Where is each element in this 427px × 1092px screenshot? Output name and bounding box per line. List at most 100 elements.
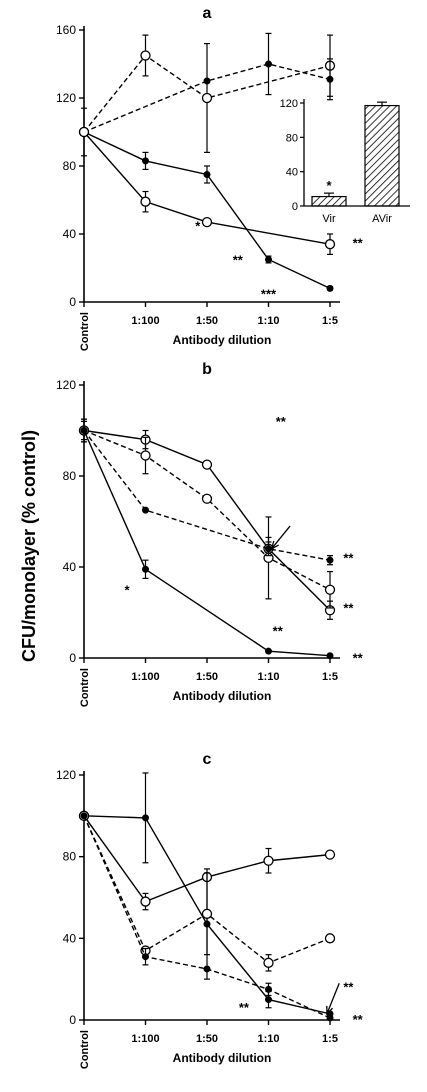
panel-b: 0 40 80 120 Control 1:100 1:50 1:10 1:5 Antibody …: [56, 361, 364, 707]
x-tick-label: 1:10: [257, 315, 279, 327]
x-tick-label: Control: [79, 1030, 91, 1069]
data-point: [142, 157, 149, 165]
data-point: [265, 996, 272, 1004]
data-point: [326, 652, 334, 660]
data-point: [265, 985, 272, 993]
series-line: [83, 131, 331, 245]
data-point: [140, 896, 151, 907]
x-tick-label: Control: [79, 668, 91, 707]
series-line: [83, 430, 331, 657]
data-point: [203, 965, 211, 973]
data-point: [324, 584, 336, 595]
inset-y-tick-label: 0: [292, 201, 298, 213]
y-tick-label: 80: [63, 469, 77, 483]
data-point: [140, 450, 151, 461]
panel-a: 0 40 80 120 160 Control 1:100 1:50 1:10 1:5 Antibo…: [56, 5, 410, 351]
x-tick-label: 1:50: [196, 671, 218, 683]
data-point: [265, 60, 272, 68]
x-axis-title: Antibody dilution: [173, 1051, 272, 1065]
significance-label: **: [343, 550, 354, 565]
x-tick-label: 1:5: [322, 1033, 338, 1045]
inset-chart: 0 40 80 120 Vir AVir *: [280, 98, 410, 225]
y-tick-label: 40: [63, 560, 77, 574]
significance-label: **: [353, 651, 364, 666]
data-point: [142, 814, 149, 822]
significance-label: *: [125, 582, 131, 597]
data-point: [324, 849, 336, 860]
inset-bar: [364, 104, 400, 207]
x-tick-label: 1:50: [196, 315, 218, 327]
inset-y-tick-label: 120: [280, 98, 298, 110]
inset-category-label: Vir: [322, 213, 336, 225]
significance-label: *: [195, 219, 201, 234]
data-point: [324, 933, 336, 944]
y-tick-label: 40: [63, 227, 77, 241]
significance-label: **: [343, 601, 354, 616]
significance-label: **: [353, 236, 364, 251]
data-point: [201, 216, 213, 228]
significance-label: **: [233, 253, 244, 268]
x-tick-label: 1:50: [196, 1033, 218, 1045]
data-point: [140, 50, 151, 61]
series-line: [83, 429, 331, 591]
data-point: [326, 284, 334, 292]
significance-label: **: [273, 623, 284, 638]
y-axis-title: CFU/monolayer (% control): [19, 430, 39, 662]
panel-title: c: [203, 751, 212, 768]
data-point: [324, 239, 336, 250]
data-point: [203, 77, 211, 85]
arrow-shaft: [326, 983, 340, 1015]
significance-label: **: [239, 1000, 250, 1015]
series-line: [83, 430, 331, 561]
x-tick-label: 1:5: [322, 671, 338, 683]
data-point: [80, 812, 88, 820]
significance-label: **: [353, 1012, 364, 1027]
arrow-head: [326, 1005, 334, 1016]
series-line: [83, 63, 331, 133]
inset-category-label: AVir: [372, 213, 392, 225]
x-tick-label: 1:100: [131, 671, 159, 683]
data-point: [80, 427, 88, 434]
y-tick-label: 0: [69, 1013, 76, 1027]
y-tick-label: 80: [63, 159, 77, 173]
data-point: [201, 493, 213, 504]
data-point: [142, 506, 149, 514]
inset-y-tick-label: 40: [286, 167, 298, 179]
data-point: [201, 459, 213, 470]
data-point: [265, 256, 272, 263]
data-point: [140, 196, 151, 207]
panel-title: a: [203, 5, 212, 22]
x-tick-label: 1:10: [257, 1033, 279, 1045]
significance-label: ***: [261, 287, 277, 302]
data-point: [326, 75, 334, 83]
inset-y-tick-label: 80: [286, 132, 298, 144]
series-line: [83, 429, 331, 611]
inset-bar: [311, 195, 347, 207]
significance-label: **: [343, 979, 354, 994]
x-axis-title: Antibody dilution: [173, 689, 272, 703]
y-tick-label: 0: [69, 651, 76, 665]
panel-c: 0 40 80 120 Control 1:100 1:50 1:10 1:5 Antibody …: [56, 751, 364, 1069]
x-tick-label: 1:10: [257, 671, 279, 683]
x-tick-label: 1:5: [322, 315, 338, 327]
x-tick-label: Control: [79, 312, 91, 351]
panel-title: b: [202, 361, 212, 378]
data-point: [326, 556, 334, 564]
y-tick-label: 120: [56, 378, 76, 392]
data-point: [201, 92, 213, 104]
y-tick-label: 40: [63, 931, 77, 945]
y-tick-label: 160: [56, 23, 76, 37]
y-tick-label: 120: [56, 91, 76, 105]
data-point: [78, 126, 90, 138]
significance-label: **: [276, 414, 287, 429]
data-point: [263, 855, 274, 866]
data-point: [203, 171, 211, 178]
y-tick-label: 80: [63, 850, 77, 864]
data-point: [201, 908, 213, 919]
data-point: [326, 1014, 334, 1022]
x-tick-label: 1:100: [131, 1033, 159, 1045]
data-point: [142, 953, 149, 961]
data-point: [142, 565, 149, 573]
x-tick-label: 1:100: [131, 315, 159, 327]
